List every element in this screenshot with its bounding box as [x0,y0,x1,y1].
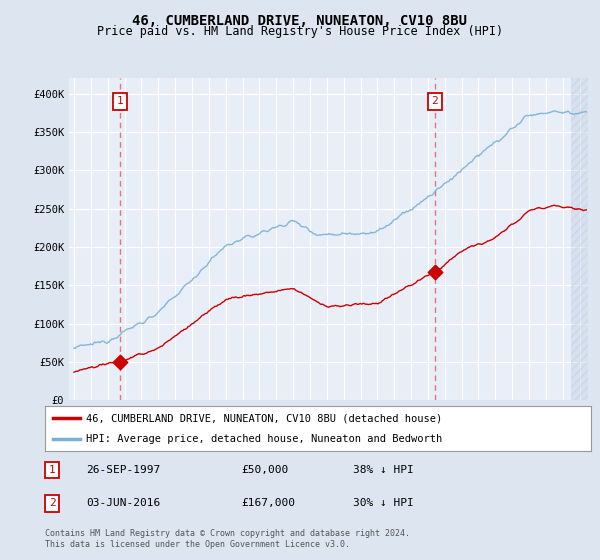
Text: 38% ↓ HPI: 38% ↓ HPI [353,465,414,475]
Point [430,268,440,277]
Bar [571,78,588,400]
Text: 1: 1 [117,96,124,106]
Text: 2: 2 [49,498,55,508]
Text: Price paid vs. HM Land Registry's House Price Index (HPI): Price paid vs. HM Land Registry's House … [97,25,503,38]
Text: £50,000: £50,000 [242,465,289,475]
Text: 30% ↓ HPI: 30% ↓ HPI [353,498,414,508]
Text: £167,000: £167,000 [242,498,296,508]
Text: HPI: Average price, detached house, Nuneaton and Bedworth: HPI: Average price, detached house, Nune… [86,433,442,444]
Text: Contains HM Land Registry data © Crown copyright and database right 2024.
This d: Contains HM Land Registry data © Crown c… [45,529,410,549]
Point [115,358,125,367]
Text: 2: 2 [431,96,439,106]
Text: 26-SEP-1997: 26-SEP-1997 [86,465,160,475]
Text: 46, CUMBERLAND DRIVE, NUNEATON, CV10 8BU (detached house): 46, CUMBERLAND DRIVE, NUNEATON, CV10 8BU… [86,413,442,423]
Text: 1: 1 [49,465,55,475]
Text: 46, CUMBERLAND DRIVE, NUNEATON, CV10 8BU: 46, CUMBERLAND DRIVE, NUNEATON, CV10 8BU [133,14,467,28]
Text: 03-JUN-2016: 03-JUN-2016 [86,498,160,508]
